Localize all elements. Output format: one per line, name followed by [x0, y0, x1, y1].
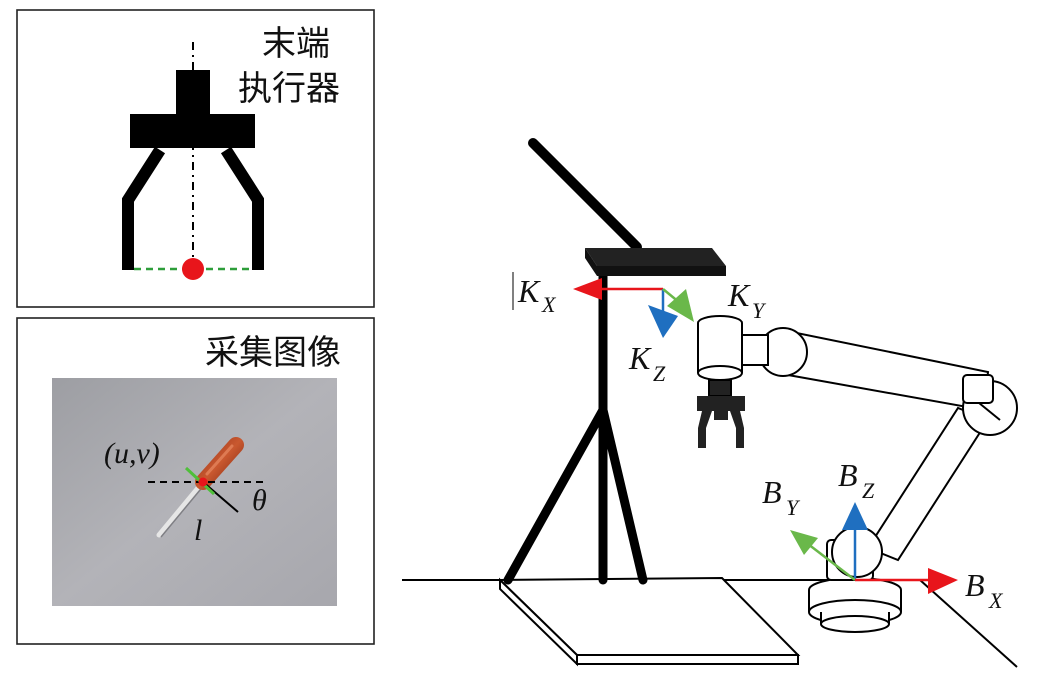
svg-text:K: K — [628, 340, 652, 376]
camera-x-arrowhead — [573, 278, 602, 300]
camera-x-label: K X — [517, 273, 557, 317]
camera-frame-axes: K X K Y K Z — [512, 272, 767, 386]
gripper-right-finger — [220, 146, 264, 270]
robot-arm — [697, 315, 1018, 633]
image-grasp-point — [198, 477, 208, 487]
svg-text:B: B — [965, 567, 985, 603]
gripper-left-finger — [122, 146, 166, 270]
gripper-body — [130, 114, 255, 148]
floor-perspective-line — [919, 579, 1018, 668]
svg-text:Z: Z — [862, 478, 875, 503]
end-effector-panel: 末端 执行器 — [16, 9, 375, 308]
camera-stand — [503, 138, 648, 585]
camera-board — [585, 248, 726, 276]
robot-scene: K X K Y K Z — [402, 138, 1018, 668]
base-y-arrowhead — [790, 530, 818, 555]
grasp-point — [182, 258, 204, 280]
svg-text:B: B — [838, 457, 858, 493]
screwdriver-handle-highlight — [205, 444, 234, 476]
length-label: l — [194, 514, 202, 547]
camera-y-label: K Y — [727, 277, 767, 323]
base-y-label: B Y — [762, 474, 801, 520]
svg-text:Y: Y — [752, 298, 767, 323]
svg-text:B: B — [762, 474, 782, 510]
svg-text:Y: Y — [786, 495, 801, 520]
angle-line — [202, 481, 239, 513]
theta-label: θ — [252, 484, 267, 517]
captured-image-title: 采集图像 — [205, 333, 341, 373]
svg-text:Z: Z — [653, 361, 666, 386]
end-effector-panel-frame — [16, 9, 375, 308]
svg-text:K: K — [517, 273, 541, 309]
camera-y-arrowhead — [667, 289, 694, 322]
svg-text:X: X — [541, 292, 557, 317]
end-effector-title-line1: 末端 — [262, 24, 330, 64]
uv-label: (u,v) — [104, 437, 160, 470]
robot-gripper-icon — [697, 396, 745, 448]
svg-text:X: X — [988, 588, 1004, 613]
base-z-arrowhead — [842, 502, 868, 530]
captured-image-panel: 采集图像 (u,v) θ l — [16, 317, 375, 645]
base-z-label: B Z — [838, 457, 875, 503]
camera-z-label: K Z — [628, 340, 666, 386]
base-frame-axes: B Z B Y B X — [762, 457, 1004, 613]
screwdriver-shaft — [156, 479, 206, 538]
base-x-label: B X — [965, 567, 1004, 613]
gripper-icon — [122, 42, 264, 280]
end-effector-title-line2: 执行器 — [238, 69, 340, 109]
screwdriver-shaft-shadow — [160, 483, 206, 538]
captured-photo: (u,v) θ l — [52, 378, 337, 606]
svg-text:K: K — [727, 277, 751, 313]
base-x-arrowhead — [928, 568, 958, 594]
screwdriver-handle — [195, 437, 244, 490]
base-y-axis — [807, 543, 856, 581]
stand-base-plate — [497, 576, 801, 667]
camera-z-arrowhead — [648, 305, 678, 338]
gripper-mount — [176, 70, 210, 116]
